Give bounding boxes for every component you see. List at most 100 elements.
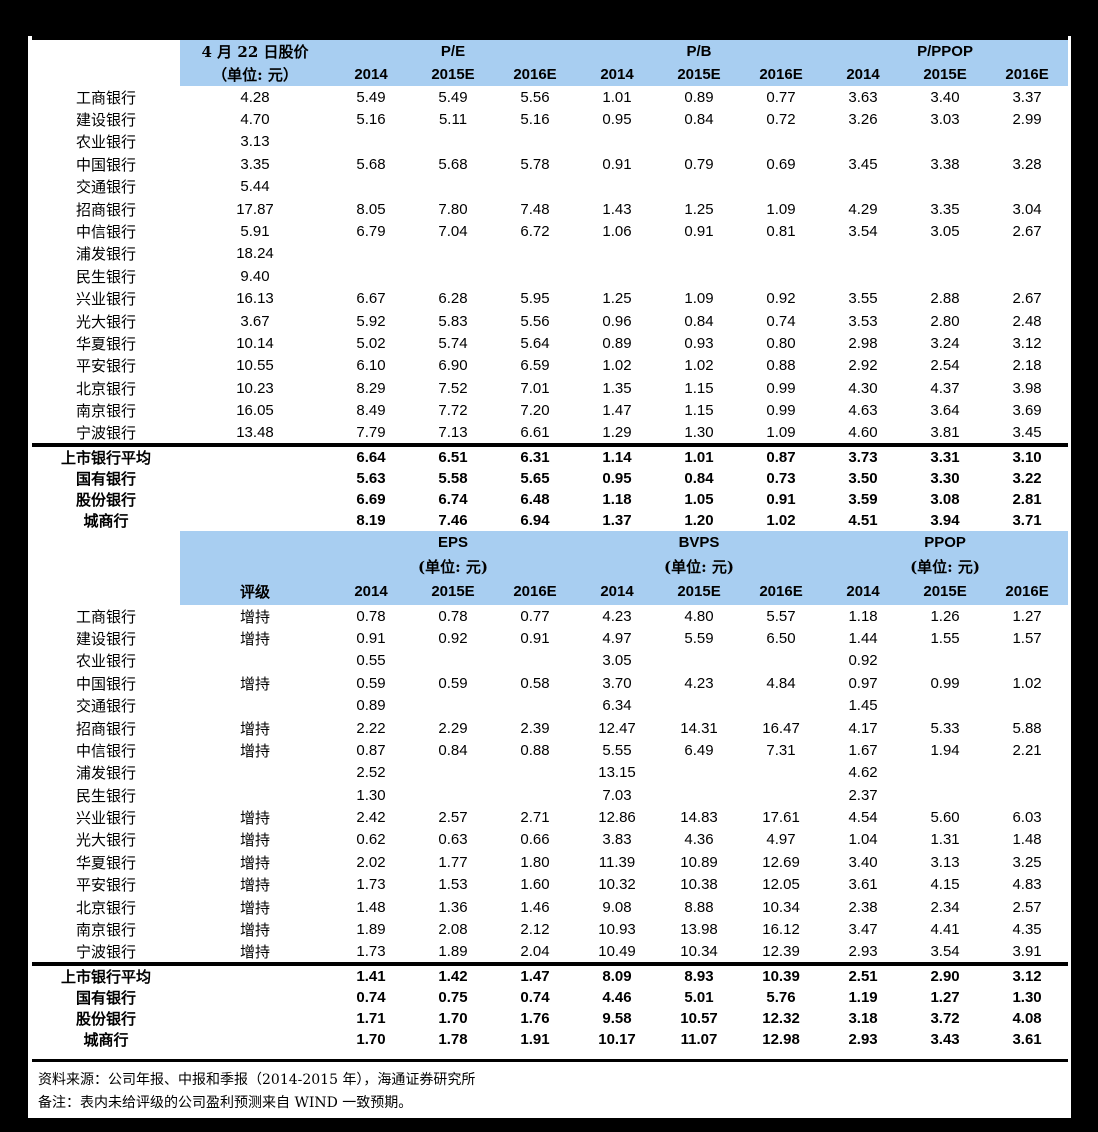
price-unit: （单位: 元） xyxy=(180,62,330,86)
cell: 1.43 xyxy=(602,200,632,218)
table-row: 建设银行 4.70 5.16 5.11 5.16 0.95 0.84 0.72 3.26 3.03… xyxy=(32,108,1068,130)
cell: 12.05 xyxy=(762,876,800,894)
cell: 0.74 xyxy=(356,988,386,1006)
cell: 2.34 xyxy=(930,898,960,916)
cell: 1.47 xyxy=(602,402,632,420)
cell: 5.76 xyxy=(766,988,796,1006)
table-row: 北京银行 增持 1.48 1.36 1.46 9.08 8.88 10.34 2.38 2.34 2… xyxy=(32,896,1068,918)
cell: 1.19 xyxy=(848,988,878,1006)
cell: 6.59 xyxy=(520,357,550,375)
cell: 0.84 xyxy=(684,111,714,129)
cell xyxy=(740,243,822,265)
cell xyxy=(412,243,494,265)
table-row: 宁波银行 13.48 7.79 7.13 6.61 1.29 1.30 1.09 4.60 3.8… xyxy=(32,422,1068,445)
group-header-pppop: P/PPOP xyxy=(822,38,1069,62)
row-label: 中信银行 xyxy=(75,223,136,242)
cell xyxy=(180,694,330,716)
cell: 0.91 xyxy=(766,490,796,508)
cell xyxy=(740,131,822,153)
cell xyxy=(412,650,494,672)
cell: 8.88 xyxy=(684,898,714,916)
row-label: 国有银行 xyxy=(75,988,136,1007)
year-header: 2015E xyxy=(904,578,987,605)
cell: 0.91 xyxy=(684,223,714,241)
cell xyxy=(986,265,1068,287)
cell: 0.92 xyxy=(438,629,468,647)
table-row: 中信银行 5.91 6.79 7.04 6.72 1.06 0.91 0.81 3.54 3.05… xyxy=(32,220,1068,242)
cell: 1.94 xyxy=(930,741,960,759)
corner-cell xyxy=(32,554,180,579)
cell: 2.57 xyxy=(438,809,468,827)
cell xyxy=(330,176,412,198)
cell: 4.80 xyxy=(684,607,714,625)
table-row: 农业银行 0.55 3.05 0.92 xyxy=(32,650,1068,672)
cell: 2.08 xyxy=(438,921,468,939)
cell xyxy=(986,784,1068,806)
cell: 增持 xyxy=(239,629,270,648)
cell: 4.35 xyxy=(1012,921,1042,939)
cell: 3.45 xyxy=(848,155,878,173)
cell: 4.83 xyxy=(1012,876,1042,894)
cell: 5.02 xyxy=(356,334,386,352)
cell xyxy=(740,762,822,784)
year-header: 2015E xyxy=(658,62,740,86)
cell: 7.52 xyxy=(438,379,468,397)
cell: 8.19 xyxy=(356,511,386,529)
row-label: 浦发银行 xyxy=(75,764,136,783)
table1-bank-rows: 工商银行 4.28 5.49 5.49 5.56 1.01 0.89 0.77 3.63 3.40… xyxy=(32,86,1068,445)
cell xyxy=(180,442,330,468)
cell: 4.41 xyxy=(930,921,960,939)
cell: 2.71 xyxy=(520,809,550,827)
cell: 1.37 xyxy=(602,511,632,529)
cell: 0.84 xyxy=(684,312,714,330)
cell xyxy=(180,1029,330,1050)
cell: 6.28 xyxy=(438,290,468,308)
cell: 3.63 xyxy=(848,88,878,106)
group-header-eps: EPS xyxy=(330,530,577,554)
cell: 1.48 xyxy=(1012,831,1042,849)
group-header-pb: P/B xyxy=(576,38,823,62)
cell: 10.17 xyxy=(598,1030,636,1048)
cell: 增持 xyxy=(239,809,270,828)
cell: 0.72 xyxy=(766,111,796,129)
cell: 2.93 xyxy=(848,1030,878,1048)
cell: 5.49 xyxy=(438,88,468,106)
cell: 1.77 xyxy=(438,853,468,871)
cell: 1.91 xyxy=(520,1030,550,1048)
cell: 17.61 xyxy=(762,809,800,827)
valuation-multiples-table: 4 月 22 日股价 P/E P/B P/PPOP （单位: 元） 2014 2… xyxy=(32,36,1069,531)
cell: 5.78 xyxy=(520,155,550,173)
cell: 5.01 xyxy=(684,988,714,1006)
cell: 2.67 xyxy=(1012,290,1042,308)
cell: 3.26 xyxy=(848,111,878,129)
row-label: 宁波银行 xyxy=(75,942,136,961)
cell: 5.92 xyxy=(356,312,386,330)
cell: 0.88 xyxy=(766,357,796,375)
group-header-ppop: PPOP xyxy=(822,530,1069,554)
table2-summary-rows: 上市银行平均 1.41 1.42 1.47 8.09 8.93 10.39 2.51 2.90 3… xyxy=(32,961,1069,1050)
cell: 3.54 xyxy=(848,223,878,241)
cell: 3.69 xyxy=(1012,402,1042,420)
cell xyxy=(904,650,986,672)
cell xyxy=(740,176,822,198)
cell: 6.61 xyxy=(520,423,550,441)
row-label: 平安银行 xyxy=(75,876,136,895)
cell: 10.14 xyxy=(236,334,274,352)
rating-header-spacer xyxy=(180,553,330,579)
cell: 1.70 xyxy=(356,1030,386,1048)
cell: 2.57 xyxy=(1012,898,1042,916)
cell: 3.18 xyxy=(848,1009,878,1027)
cell: 2.42 xyxy=(356,809,386,827)
year-header: 2015E xyxy=(412,62,494,86)
cell: 5.58 xyxy=(438,469,468,487)
cell: 0.77 xyxy=(520,607,550,625)
cell: 1.02 xyxy=(766,511,796,529)
cell: 5.57 xyxy=(766,607,796,625)
price-header: 4 月 22 日股价 xyxy=(180,38,330,62)
cell: 10.34 xyxy=(762,898,800,916)
cell: 6.69 xyxy=(356,490,386,508)
cell: 7.48 xyxy=(520,200,550,218)
cell: 5.11 xyxy=(438,111,468,129)
cell: 10.23 xyxy=(236,379,274,397)
